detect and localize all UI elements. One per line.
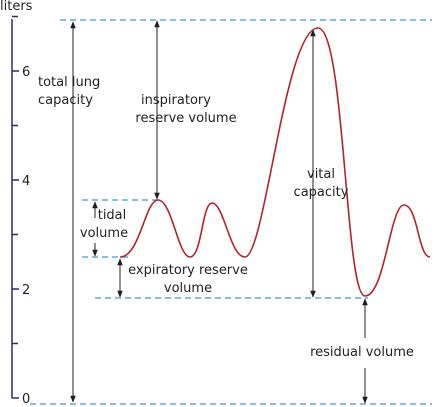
label: residual volume [310, 345, 414, 360]
label: expiratory reserve volume [128, 263, 248, 296]
tick-label: 6 [22, 65, 30, 80]
tick-label: 0 [22, 392, 30, 407]
label: total lung capacity [38, 75, 100, 108]
label: inspiratory reserve volume [135, 93, 236, 126]
label: vital capacity [294, 167, 349, 200]
volume-curve [119, 27, 431, 297]
label: tidal volume [80, 208, 128, 241]
tick-label: 2 [22, 283, 30, 298]
tick-label: 4 [22, 174, 30, 189]
axis-ticks: 0 2 4 6 [12, 15, 30, 407]
axis-label: liters [0, 0, 33, 14]
